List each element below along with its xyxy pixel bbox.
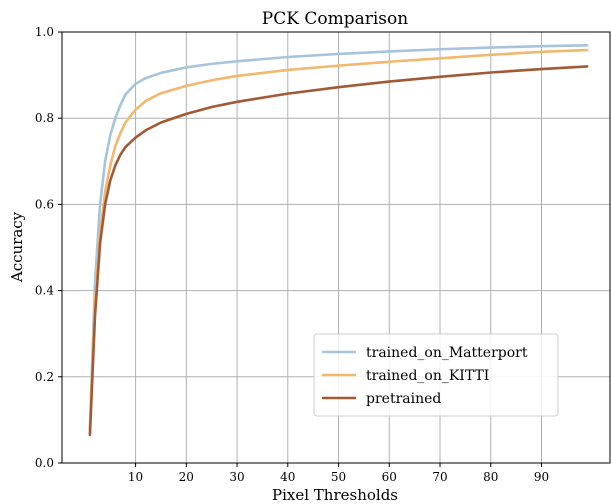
legend: trained_on_Matterport trained_on_KITTIpre… — [313, 333, 559, 417]
legend-box — [313, 333, 559, 417]
x-tick-label: 20 — [179, 470, 194, 484]
series-line-pretrained — [88, 65, 589, 437]
x-tick-label: 70 — [432, 470, 447, 484]
grid — [62, 31, 610, 464]
y-tick-label: 1.0 — [35, 25, 54, 39]
x-tick-label: 60 — [382, 470, 397, 484]
x-axis-ticks: 10 20 30 40 50 60 70 80 90 — [128, 463, 549, 484]
chart-title: PCK Comparison — [262, 9, 408, 29]
y-tick-label: 0.0 — [35, 456, 54, 470]
y-tick-label: 0.2 — [35, 370, 54, 384]
x-tick-label: 10 — [128, 470, 143, 484]
legend-label-trained_on_Matterport: trained_on_Matterport — [366, 345, 528, 361]
x-tick-label: 40 — [280, 470, 295, 484]
x-tick-label: 90 — [534, 470, 549, 484]
legend-label-trained_on_KITTI: trained_on_KITTI — [366, 368, 489, 384]
series-lines — [88, 44, 589, 437]
x-tick-label: 80 — [483, 470, 498, 484]
series-line-trained_on_KITTI — [88, 48, 589, 435]
plot-frame — [61, 31, 611, 464]
x-axis-label: Pixel Thresholds — [272, 486, 398, 504]
x-tick-label: 50 — [331, 470, 346, 484]
x-tick-label: 30 — [229, 470, 244, 484]
y-tick-label: 0.4 — [35, 284, 54, 298]
series-line-trained_on_Matterport — [88, 44, 589, 430]
y-axis-label: Accuracy — [8, 211, 26, 283]
y-axis-ticks: 0.0 0.2 0.4 0.6 0.8 1.0 — [35, 25, 62, 470]
y-tick-label: 0.8 — [35, 111, 54, 125]
y-tick-label: 0.6 — [35, 197, 54, 211]
legend-label-pretrained: pretrained — [366, 391, 441, 407]
